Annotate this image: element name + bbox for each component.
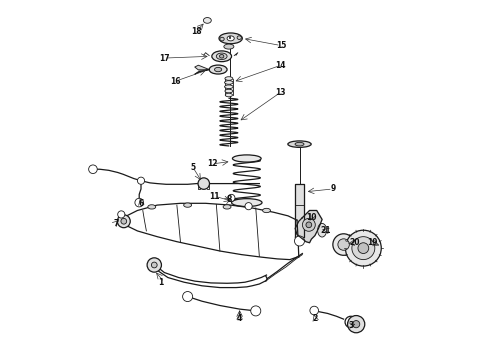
Ellipse shape — [216, 53, 227, 59]
Polygon shape — [195, 69, 209, 74]
Polygon shape — [195, 65, 209, 70]
Ellipse shape — [148, 205, 156, 209]
Ellipse shape — [232, 155, 261, 162]
Ellipse shape — [225, 89, 233, 93]
Ellipse shape — [184, 203, 192, 207]
Circle shape — [333, 234, 354, 255]
Ellipse shape — [237, 36, 242, 40]
Ellipse shape — [318, 224, 326, 237]
Circle shape — [294, 236, 304, 246]
Circle shape — [345, 316, 357, 328]
Text: 16: 16 — [170, 77, 180, 86]
Text: 3: 3 — [348, 321, 353, 330]
Ellipse shape — [224, 85, 233, 89]
Ellipse shape — [227, 36, 234, 41]
Circle shape — [338, 239, 349, 250]
Circle shape — [137, 177, 145, 184]
Text: 8: 8 — [226, 195, 232, 204]
Text: 6: 6 — [138, 199, 144, 208]
Text: 4: 4 — [237, 314, 242, 323]
Circle shape — [302, 219, 315, 231]
Circle shape — [310, 306, 318, 315]
Ellipse shape — [232, 199, 262, 207]
Text: 2: 2 — [312, 314, 318, 323]
Polygon shape — [295, 211, 322, 243]
Ellipse shape — [203, 18, 211, 23]
Ellipse shape — [220, 37, 224, 41]
Ellipse shape — [220, 54, 224, 58]
Ellipse shape — [288, 141, 311, 147]
Circle shape — [117, 215, 130, 228]
Circle shape — [183, 292, 193, 302]
Text: 9: 9 — [330, 184, 336, 193]
Ellipse shape — [263, 208, 270, 213]
Text: 10: 10 — [306, 213, 317, 222]
Circle shape — [251, 306, 261, 316]
Ellipse shape — [223, 205, 231, 209]
Ellipse shape — [209, 65, 227, 74]
Text: 5: 5 — [191, 163, 196, 172]
Ellipse shape — [295, 142, 304, 146]
Polygon shape — [295, 184, 304, 237]
Circle shape — [151, 262, 157, 268]
Text: 7: 7 — [113, 219, 119, 228]
Circle shape — [147, 258, 161, 272]
Text: 17: 17 — [159, 54, 170, 63]
Text: 12: 12 — [207, 159, 218, 168]
Circle shape — [198, 178, 210, 189]
Ellipse shape — [219, 33, 243, 44]
Circle shape — [89, 165, 97, 174]
Ellipse shape — [225, 77, 233, 80]
Circle shape — [228, 194, 235, 202]
Circle shape — [358, 243, 368, 253]
Circle shape — [352, 237, 375, 260]
Circle shape — [347, 316, 365, 333]
Circle shape — [306, 222, 312, 228]
Text: 14: 14 — [275, 61, 286, 70]
Text: 1: 1 — [158, 278, 163, 287]
Circle shape — [121, 219, 126, 224]
Ellipse shape — [224, 44, 234, 49]
Ellipse shape — [225, 93, 232, 97]
Text: 13: 13 — [275, 87, 286, 96]
Ellipse shape — [224, 81, 233, 84]
Text: 18: 18 — [191, 27, 202, 36]
Text: 11: 11 — [209, 192, 220, 201]
Text: 21: 21 — [320, 226, 331, 235]
Circle shape — [135, 198, 144, 207]
Circle shape — [345, 230, 381, 266]
Text: 19: 19 — [367, 238, 378, 247]
Text: 20: 20 — [349, 238, 360, 247]
Circle shape — [118, 211, 125, 218]
Ellipse shape — [212, 51, 232, 62]
Circle shape — [353, 320, 360, 328]
Circle shape — [245, 203, 252, 210]
Text: 15: 15 — [276, 41, 286, 50]
Ellipse shape — [215, 67, 221, 72]
